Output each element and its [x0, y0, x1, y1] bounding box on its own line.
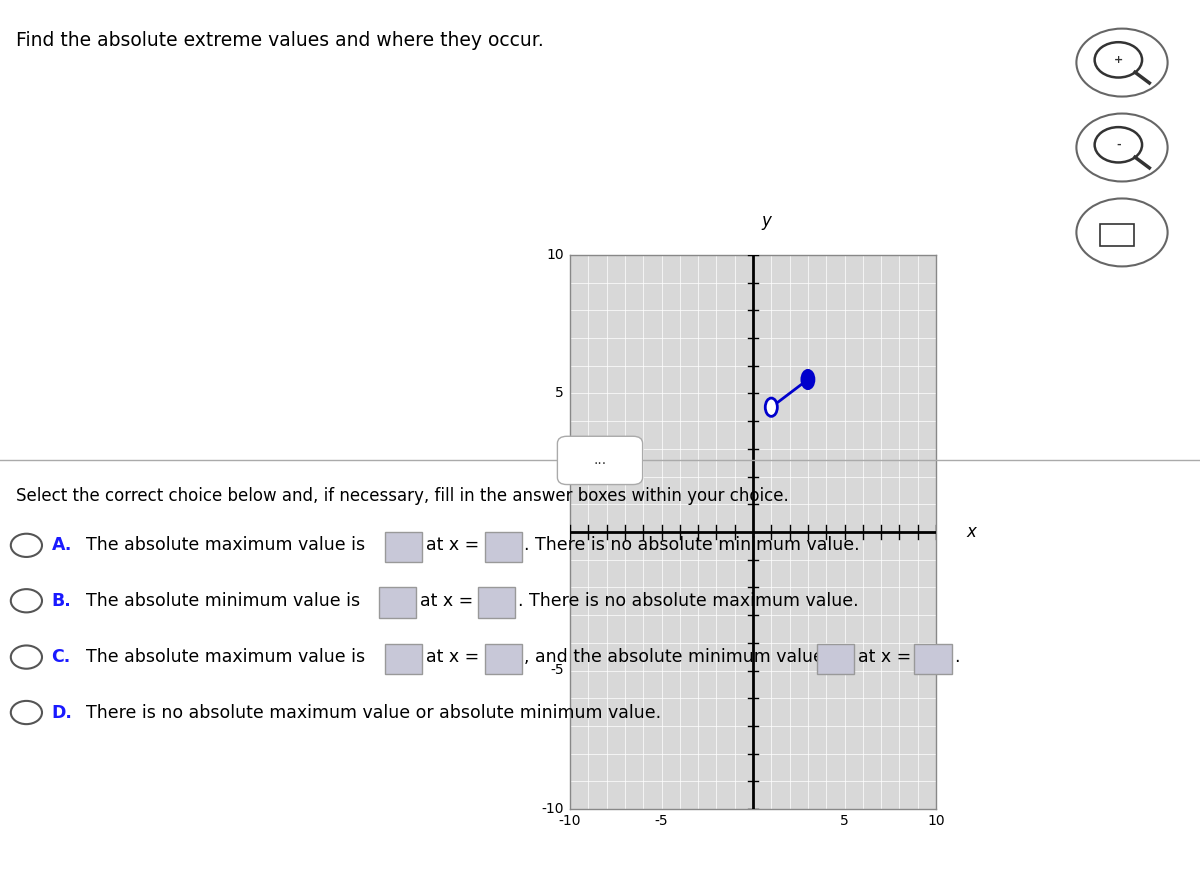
Text: 5: 5 — [840, 814, 848, 828]
Text: There is no absolute maximum value or absolute minimum value.: There is no absolute maximum value or ab… — [86, 704, 661, 721]
Text: at x =: at x = — [420, 592, 473, 610]
Text: 5: 5 — [556, 386, 564, 401]
Text: 10: 10 — [546, 248, 564, 262]
Text: at x =: at x = — [426, 648, 479, 666]
Text: Find the absolute extreme values and where they occur.: Find the absolute extreme values and whe… — [16, 31, 544, 50]
Text: at x =: at x = — [858, 648, 911, 666]
Text: 10: 10 — [928, 814, 944, 828]
Text: B.: B. — [52, 592, 71, 610]
Text: at x =: at x = — [426, 536, 479, 554]
Text: The absolute minimum value is: The absolute minimum value is — [86, 592, 360, 610]
Text: . There is no absolute maximum value.: . There is no absolute maximum value. — [518, 592, 859, 610]
Circle shape — [802, 370, 814, 389]
Text: y: y — [761, 212, 772, 230]
Circle shape — [766, 398, 778, 417]
Text: -: - — [1116, 139, 1121, 150]
Text: . There is no absolute minimum value.: . There is no absolute minimum value. — [524, 536, 860, 554]
Text: ...: ... — [594, 453, 606, 468]
Text: The absolute maximum value is: The absolute maximum value is — [86, 536, 366, 554]
Text: Select the correct choice below and, if necessary, fill in the answer boxes with: Select the correct choice below and, if … — [16, 487, 788, 505]
Text: +: + — [1114, 55, 1123, 65]
Text: The absolute maximum value is: The absolute maximum value is — [86, 648, 366, 666]
Text: -5: -5 — [655, 814, 668, 828]
Text: -5: -5 — [551, 663, 564, 678]
Text: C.: C. — [52, 648, 71, 666]
Text: -10: -10 — [559, 814, 581, 828]
Text: D.: D. — [52, 704, 72, 721]
Text: , and the absolute minimum value is: , and the absolute minimum value is — [524, 648, 844, 666]
Text: .: . — [954, 648, 960, 666]
Text: A.: A. — [52, 536, 72, 554]
Text: -10: -10 — [541, 802, 564, 816]
Text: x: x — [966, 523, 976, 541]
